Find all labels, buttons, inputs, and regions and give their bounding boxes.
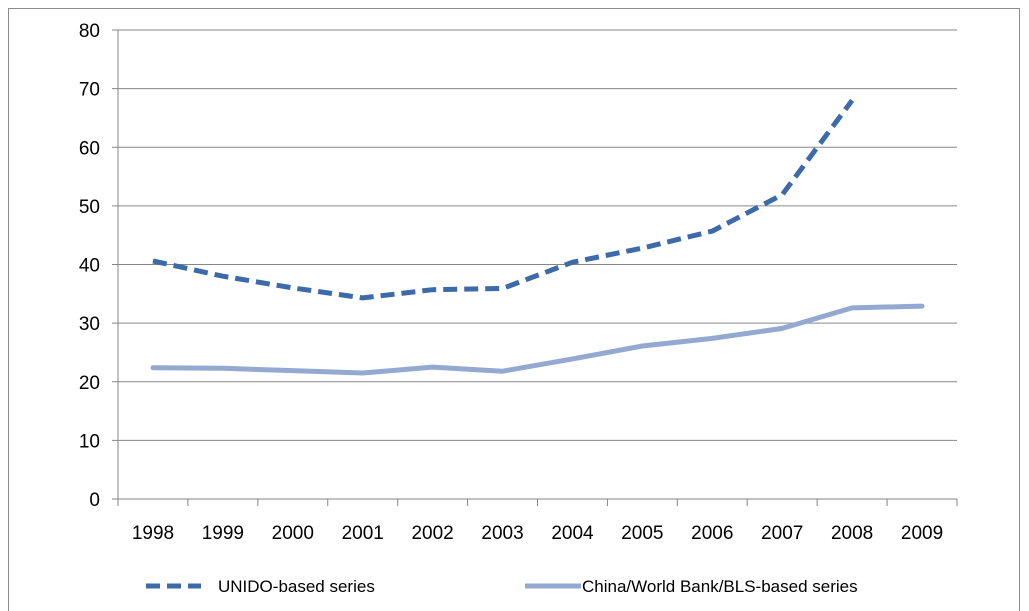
x-tick-label: 2006 [691,523,733,544]
gridlines [118,29,957,441]
legend-item: UNIDO-based series [146,577,375,596]
x-tick-label: 2000 [272,523,314,544]
x-tick-label: 2005 [621,523,663,544]
y-tick-label: 20 [79,373,100,394]
legend-label: UNIDO-based series [218,577,375,596]
x-tick-label: 1998 [132,523,174,544]
x-tick-label: 2001 [342,523,384,544]
y-tick-label: 60 [79,138,100,159]
y-tick-label: 80 [79,21,100,42]
x-tick-label: 2009 [901,523,943,544]
y-tick-label: 0 [89,490,100,511]
china-worldbank-bls-series-line [150,303,925,376]
x-tick-label: 1999 [202,523,244,544]
legend: UNIDO-based series China/World Bank/BLS-b… [146,577,858,596]
x-axis-tick-labels: 1998 1999 2000 2001 2002 2003 2004 2005 2006 2007… [132,523,943,544]
y-tick-label: 70 [79,80,100,101]
series-lines [150,98,925,376]
y-axis-tick-labels: 0 10 20 30 40 50 60 70 80 [79,21,100,511]
y-tick-label: 30 [79,314,100,335]
x-tick-label: 2008 [831,523,873,544]
y-tick-label: 40 [79,256,100,277]
legend-item: China/World Bank/BLS-based series [525,577,858,596]
x-tick-label: 2003 [481,523,523,544]
x-tick-label: 2002 [411,523,453,544]
axes [112,29,958,506]
unido-series-line [152,98,855,301]
x-tick-label: 2007 [761,523,803,544]
y-tick-label: 50 [79,197,100,218]
y-tick-label: 10 [79,431,100,452]
legend-label: China/World Bank/BLS-based series [582,577,858,596]
x-tick-label: 2004 [551,523,594,544]
